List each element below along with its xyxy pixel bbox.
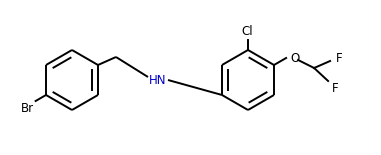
Text: F: F: [336, 51, 343, 64]
Text: O: O: [290, 51, 299, 64]
Text: F: F: [332, 82, 339, 95]
Text: Cl: Cl: [241, 25, 253, 38]
Text: Br: Br: [21, 102, 34, 115]
Text: HN: HN: [149, 73, 167, 86]
